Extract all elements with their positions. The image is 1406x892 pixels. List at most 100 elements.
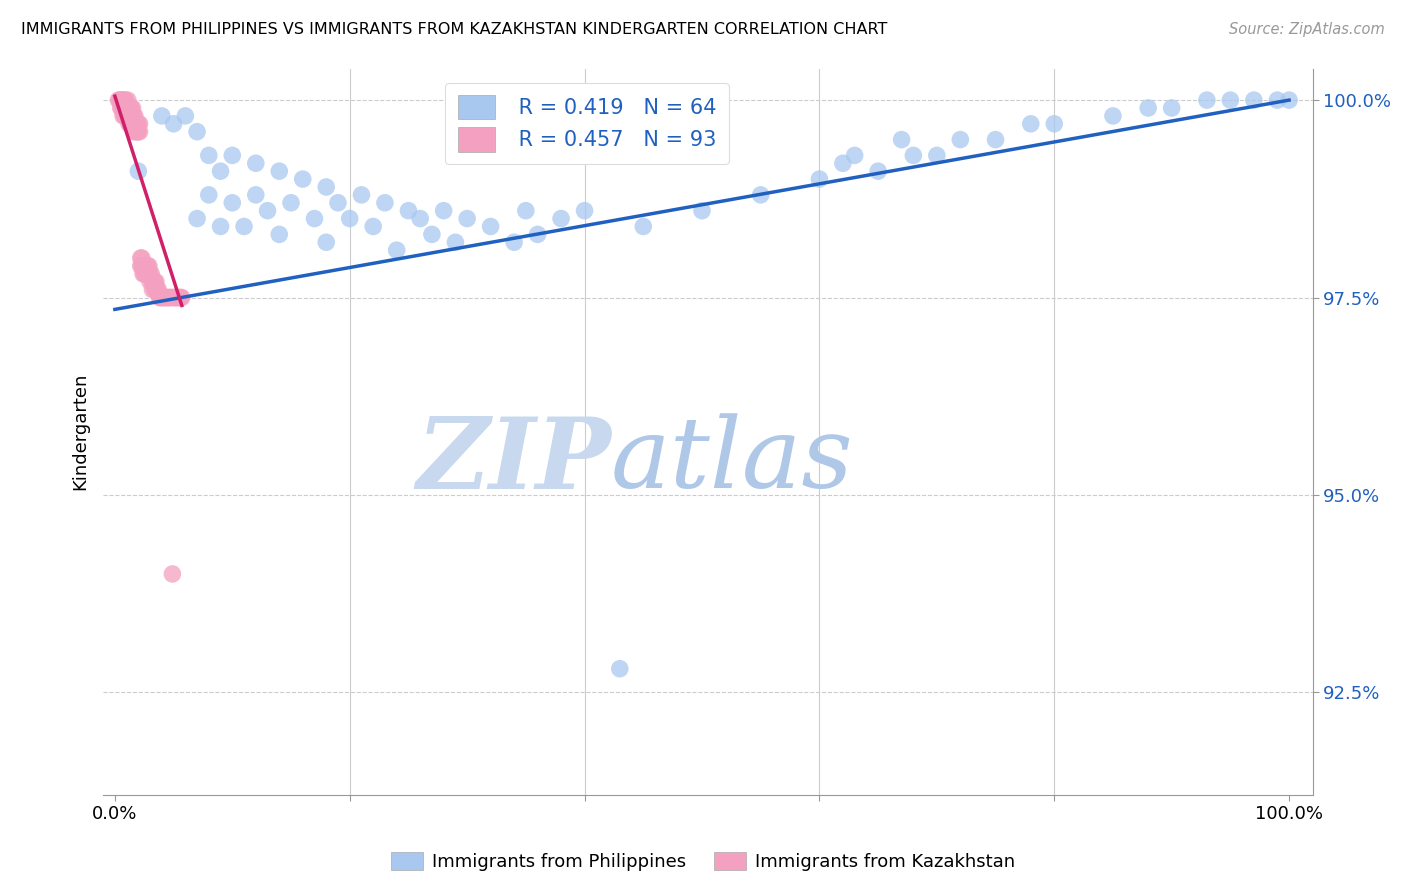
Point [221,195,243,210]
Point [136,259,159,273]
Point [125,117,148,131]
Point [122,117,145,131]
Point [409,211,432,226]
Point [114,101,136,115]
Point [155,291,177,305]
Point [121,117,143,131]
Point [209,164,232,178]
Point [574,203,596,218]
Point [479,219,502,234]
Point [150,291,173,305]
Point [129,259,152,273]
Point [1278,93,1301,107]
Point [890,132,912,146]
Point [107,93,129,107]
Point [1102,109,1125,123]
Point [124,109,146,123]
Point [146,283,169,297]
Point [122,125,145,139]
Point [135,259,157,273]
Point [1243,93,1265,107]
Point [108,93,131,107]
Point [280,195,302,210]
Point [145,283,167,297]
Point [326,195,349,210]
Point [633,219,655,234]
Point [198,187,221,202]
Point [269,164,291,178]
Point [134,267,156,281]
Point [134,259,156,273]
Point [141,267,163,281]
Point [374,195,396,210]
Y-axis label: Kindergarten: Kindergarten [72,373,89,491]
Point [114,109,136,123]
Point [134,259,156,273]
Point [155,291,177,305]
Point [112,93,135,107]
Point [444,235,467,250]
Point [221,148,243,162]
Point [1195,93,1218,107]
Point [136,267,159,281]
Point [361,219,384,234]
Point [150,109,173,123]
Point [162,566,184,581]
Point [1267,93,1289,107]
Point [169,291,191,305]
Point [269,227,291,242]
Point [117,109,139,123]
Point [149,291,172,305]
Point [245,187,267,202]
Point [134,267,156,281]
Point [156,291,179,305]
Point [456,211,478,226]
Point [127,125,149,139]
Point [808,172,831,186]
Point [433,203,456,218]
Point [127,117,149,131]
Point [118,109,141,123]
Point [131,259,153,273]
Point [304,211,326,226]
Point [121,101,143,115]
Point [420,227,443,242]
Point [135,267,157,281]
Point [110,101,132,115]
Point [141,275,163,289]
Text: Source: ZipAtlas.com: Source: ZipAtlas.com [1229,22,1385,37]
Point [115,101,138,115]
Point [138,259,160,273]
Legend: Immigrants from Philippines, Immigrants from Kazakhstan: Immigrants from Philippines, Immigrants … [384,845,1022,879]
Point [143,275,166,289]
Point [165,291,187,305]
Point [118,101,141,115]
Text: ZIP: ZIP [416,413,612,509]
Point [233,219,256,234]
Point [121,109,143,123]
Point [112,109,135,123]
Point [170,291,193,305]
Point [844,148,866,162]
Point [174,109,197,123]
Point [120,117,142,131]
Point [157,291,180,305]
Point [162,291,184,305]
Legend:  R = 0.419   N = 64,  R = 0.457   N = 93: R = 0.419 N = 64, R = 0.457 N = 93 [446,83,728,164]
Point [526,227,548,242]
Point [1219,93,1241,107]
Point [111,93,134,107]
Point [124,117,146,131]
Point [112,93,135,107]
Text: atlas: atlas [612,413,853,508]
Point [143,283,166,297]
Point [112,109,135,123]
Point [831,156,853,170]
Point [117,101,139,115]
Point [315,180,337,194]
Point [903,148,925,162]
Point [949,132,972,146]
Point [120,109,142,123]
Point [153,291,176,305]
Point [110,93,132,107]
